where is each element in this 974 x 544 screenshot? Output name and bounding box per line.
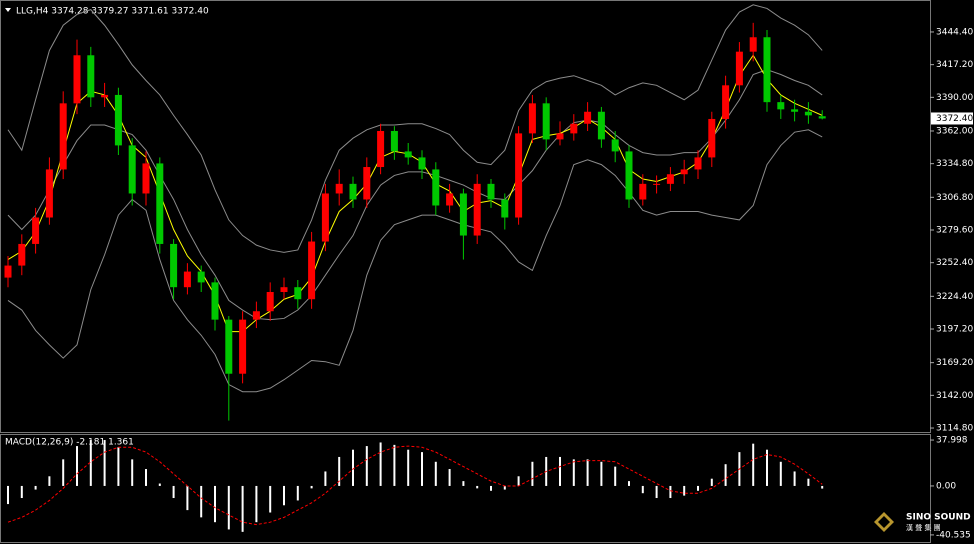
candle-body bbox=[335, 183, 343, 194]
logo-icon-inner bbox=[878, 516, 890, 528]
candle-body bbox=[87, 55, 95, 98]
last-price-label: 3372.40 bbox=[936, 114, 973, 124]
candle-body bbox=[4, 265, 12, 278]
candle-body bbox=[225, 319, 233, 374]
candle-body bbox=[45, 169, 53, 218]
candle-body bbox=[18, 243, 26, 266]
y-tick-label: 3197.20 bbox=[936, 325, 973, 335]
candle-body bbox=[390, 130, 398, 152]
candle-body bbox=[128, 145, 136, 194]
candle-body bbox=[446, 193, 454, 206]
candle-body bbox=[73, 55, 81, 104]
y-tick-label: 3362.00 bbox=[936, 126, 973, 136]
y-tick-label: 3334.80 bbox=[936, 159, 973, 169]
candle-body bbox=[722, 85, 730, 119]
macd-title: MACD(12,26,9) -2.181 1.361 bbox=[5, 438, 134, 448]
menu-triangle bbox=[5, 8, 11, 12]
candle-body bbox=[639, 183, 647, 200]
candle-body bbox=[515, 133, 523, 218]
indicator-line bbox=[7, 4, 823, 253]
candle-body bbox=[708, 118, 716, 158]
candle-body bbox=[791, 109, 799, 112]
candle-body bbox=[487, 183, 495, 200]
candle-body bbox=[542, 103, 550, 140]
candle-body bbox=[680, 169, 688, 175]
last-price-box bbox=[931, 112, 973, 125]
y-tick-label: 37.998 bbox=[936, 436, 968, 446]
candle-body bbox=[211, 282, 219, 320]
logo-subtitle: 漢 聲 集 團 bbox=[906, 523, 941, 532]
candle-body bbox=[584, 111, 592, 124]
candle-body bbox=[694, 157, 702, 170]
candle-body bbox=[556, 133, 564, 140]
indicator-line bbox=[7, 69, 823, 321]
candle-body bbox=[321, 193, 329, 242]
y-tick-label: 3279.60 bbox=[936, 225, 973, 235]
y-tick-label: 3417.20 bbox=[936, 60, 973, 70]
candle-body bbox=[280, 287, 288, 293]
candle-body bbox=[653, 183, 661, 185]
candle-body bbox=[363, 167, 371, 200]
candle-body bbox=[473, 183, 481, 236]
y-tick-label: 3390.00 bbox=[936, 93, 973, 103]
price-panel bbox=[0, 0, 931, 433]
candle-body bbox=[294, 287, 302, 300]
candle-body bbox=[142, 163, 150, 194]
candle-body bbox=[818, 116, 826, 119]
signal-line bbox=[7, 445, 823, 526]
indicator-line bbox=[7, 129, 823, 393]
candle-body bbox=[59, 103, 67, 170]
y-tick-label: 3169.20 bbox=[936, 358, 973, 368]
y-tick-label: 3252.40 bbox=[936, 258, 973, 268]
candle-body bbox=[404, 151, 412, 158]
candle-body bbox=[749, 37, 757, 52]
candle-body bbox=[625, 151, 633, 200]
candle-body bbox=[459, 193, 467, 236]
candle-body bbox=[377, 130, 385, 168]
y-tick-label: 0.00 bbox=[936, 481, 956, 491]
candle-body bbox=[114, 94, 122, 146]
chart-title: LLG,H4 3374.28 3379.27 3371.61 3372.40 bbox=[16, 7, 209, 17]
candle-body bbox=[432, 169, 440, 206]
candle-body bbox=[666, 174, 674, 184]
y-tick-label: 3306.80 bbox=[936, 193, 973, 203]
candle-body bbox=[611, 139, 619, 152]
candle-body bbox=[418, 157, 426, 170]
candle-body bbox=[570, 123, 578, 134]
candle-body bbox=[804, 111, 812, 116]
candle-body bbox=[763, 37, 771, 103]
candle-body bbox=[501, 199, 509, 218]
y-tick-label: -40.535 bbox=[936, 530, 971, 540]
candle-body bbox=[349, 183, 357, 200]
y-tick-label: 3444.40 bbox=[936, 27, 973, 37]
y-tick-label: 3142.00 bbox=[936, 391, 973, 401]
logo: SINO SOUND 漢 聲 集 團 bbox=[874, 512, 971, 532]
candle-body bbox=[101, 94, 109, 98]
candle-body bbox=[597, 111, 605, 140]
y-tick-label: 3224.40 bbox=[936, 292, 973, 302]
candle-body bbox=[32, 217, 40, 244]
candle-body bbox=[197, 271, 205, 283]
candle-body bbox=[239, 319, 247, 374]
candle-body bbox=[156, 163, 164, 244]
candle-body bbox=[252, 311, 260, 320]
candle-body bbox=[735, 51, 743, 86]
candle-body bbox=[266, 292, 274, 312]
candle-body bbox=[777, 102, 785, 110]
logo-title: SINO SOUND bbox=[906, 513, 971, 523]
candle-body bbox=[183, 271, 191, 288]
y-tick-label: 3114.80 bbox=[936, 424, 973, 434]
candle-body bbox=[308, 241, 316, 300]
macd-panel bbox=[0, 434, 931, 543]
candle-body bbox=[528, 103, 536, 134]
candle-body bbox=[170, 243, 178, 288]
